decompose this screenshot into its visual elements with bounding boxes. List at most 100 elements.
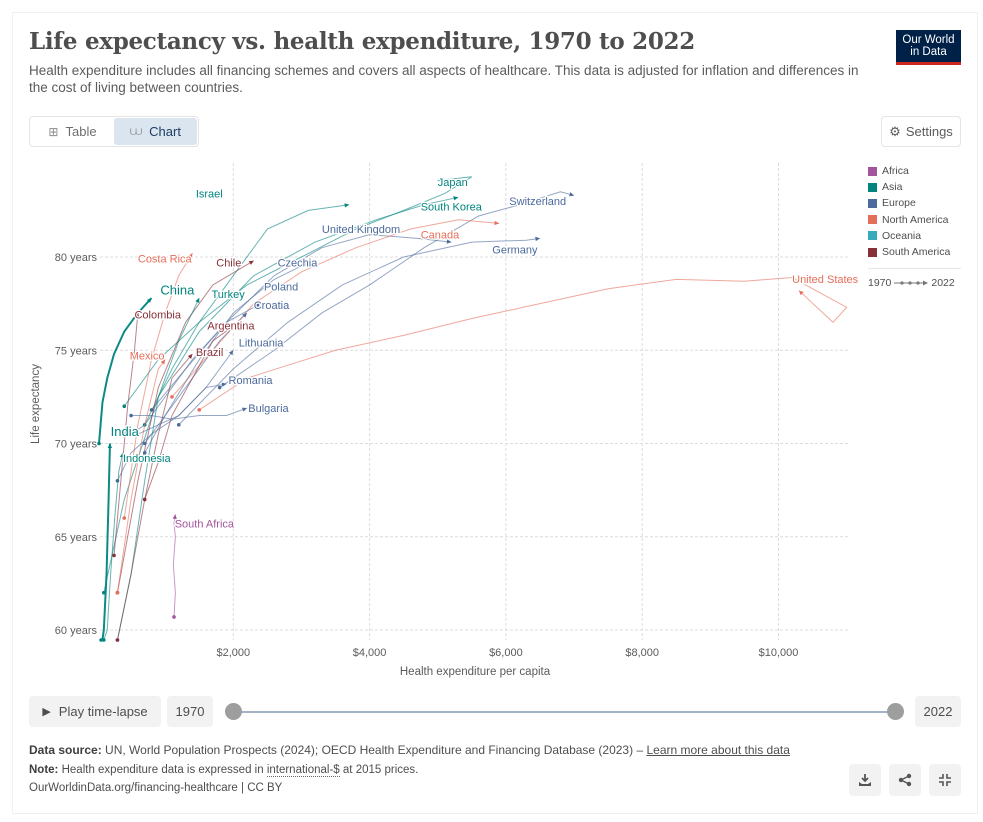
timeline-start-handle[interactable] [225,703,242,720]
series-start-point-colombia[interactable] [112,553,116,558]
series-start-point-poland[interactable] [129,432,133,436]
series-end-arrow-bulgaria [241,407,247,412]
series-line-chile[interactable] [116,260,255,593]
series-label-costa-rica[interactable]: Costa Rica [137,252,194,267]
exit-fullscreen-button[interactable] [929,764,961,796]
learn-more-link[interactable]: Learn more about this data [646,743,790,757]
series-start-point-lithuania[interactable] [136,432,140,436]
series-start-point-brazil[interactable] [115,638,120,642]
series-start-point-croatia[interactable] [142,451,147,455]
series-start-point-switzerland[interactable] [217,385,222,390]
legend-item-europe[interactable]: Europe [868,195,961,211]
series-line-germany[interactable] [178,237,541,426]
series-label-israel[interactable]: Israel [195,187,224,202]
series-line-israel[interactable] [144,204,350,426]
series-label-bulgaria[interactable]: Bulgaria [247,402,291,417]
legend-item-oceania[interactable]: Oceania [868,228,961,244]
series-end-arrow-south-korea [453,196,459,201]
series-start-point-united-states[interactable] [197,408,202,412]
series-start-point-india[interactable] [99,638,103,642]
series-line-united-states[interactable] [198,277,848,411]
series-label-poland[interactable]: Poland [263,280,300,295]
series-line-romania[interactable] [116,383,227,482]
url-license[interactable]: OurWorldinData.org/financing-healthcare … [29,782,283,794]
logo-line-2: in Data [910,46,947,58]
series-label-chile[interactable]: Chile [215,256,243,271]
series-label-canada[interactable]: Canada [419,228,461,243]
series-end-arrow-brazil [187,353,193,359]
series-line-turkey[interactable] [116,297,200,641]
series-label-south-africa[interactable]: South Africa [173,517,236,532]
series-label-romania[interactable]: Romania [227,374,274,389]
series-line-indonesia[interactable] [103,452,124,641]
y-tick-label: 65 years [55,532,98,544]
tab-table-label: Table [65,124,97,139]
owid-logo[interactable]: Our World in Data [896,30,961,65]
series-label-croatia[interactable]: Croatia [252,299,291,314]
series-label-switzerland[interactable]: Switzerland [508,195,567,210]
legend-item-africa[interactable]: Africa [868,163,961,179]
legend-item-south-america[interactable]: South America [868,244,961,260]
series-start-point-canada[interactable] [170,395,174,399]
series-line-argentina[interactable] [144,325,234,500]
series-line-united-kingdom[interactable] [151,234,452,411]
timeline-track[interactable] [233,711,896,713]
series-label-turkey[interactable]: Turkey [210,288,246,303]
series-line-bulgaria[interactable] [131,407,248,420]
series-label-japan[interactable]: Japan [437,176,469,191]
series-end-arrow-united-states [798,290,804,296]
play-timelapse-button[interactable]: ▶ Play time-lapse [29,696,161,727]
series-label-brazil[interactable]: Brazil [195,346,225,361]
time-arrow-icon [894,280,929,286]
series-lines [97,176,848,642]
series-label-germany[interactable]: Germany [491,243,539,258]
series-line-costa-rica[interactable] [123,253,193,519]
legend-item-asia[interactable]: Asia [868,179,961,195]
settings-button[interactable]: ⚙ Settings [881,116,961,147]
legend-item-north-america[interactable]: North America [868,212,961,228]
series-label-lithuania[interactable]: Lithuania [238,336,286,351]
series-label-china[interactable]: China [159,281,196,299]
series-label-south-korea[interactable]: South Korea [419,200,484,215]
series-start-point-indonesia[interactable] [102,638,106,642]
share-button[interactable] [889,764,921,796]
series-start-point-czechia[interactable] [142,441,147,446]
x-tick-label: $6,000 [489,647,523,659]
series-label-colombia[interactable]: Colombia [133,308,183,323]
series-start-point-china[interactable] [97,441,101,446]
series-line-poland[interactable] [130,303,261,435]
series-line-canada[interactable] [171,219,500,398]
series-label-czechia[interactable]: Czechia [276,256,319,271]
series-label-india[interactable]: India [109,423,140,441]
play-icon: ▶ [42,706,51,718]
legend: Africa Asia Europe North America Oceania Sout… [868,163,961,289]
series-line-south-korea[interactable] [103,196,459,593]
source-text: UN, World Population Prospects (2024); O… [105,743,644,757]
series-start-point-mexico[interactable] [115,590,120,595]
series-label-united-states[interactable]: United States [791,273,860,288]
start-year-box[interactable]: 1970 [167,696,213,727]
legend-label: Oceania [882,229,922,242]
series-start-point-germany[interactable] [176,423,181,427]
end-year-box[interactable]: 2022 [915,696,961,727]
series-label-mexico[interactable]: Mexico [128,349,165,364]
legend-swatch [868,231,877,241]
tab-table[interactable]: ⊞ Table [31,118,114,145]
series-start-point-japan[interactable] [122,404,127,409]
series-line-brazil[interactable] [116,353,193,641]
series-start-point-south-africa[interactable] [172,615,176,619]
series-label-argentina[interactable]: Argentina [206,319,256,334]
series-end-arrow-mexico [160,359,166,365]
series-start-point-bulgaria[interactable] [129,413,133,418]
timeline-end-handle[interactable] [887,703,904,720]
series-start-point-costa-rica[interactable] [122,516,127,520]
series-label-indonesia[interactable]: Indonesia [122,452,173,467]
international-dollar-link[interactable]: international-$ [266,764,340,777]
tab-chart[interactable]: ⩊ Chart [114,118,197,145]
series-line-mexico[interactable] [116,359,166,593]
series-line-south-africa[interactable] [172,514,176,617]
series-line-colombia[interactable] [113,312,139,556]
series-label-united-kingdom[interactable]: United Kingdom [321,223,402,238]
series-line-switzerland[interactable] [219,191,575,388]
download-button[interactable] [849,764,881,796]
